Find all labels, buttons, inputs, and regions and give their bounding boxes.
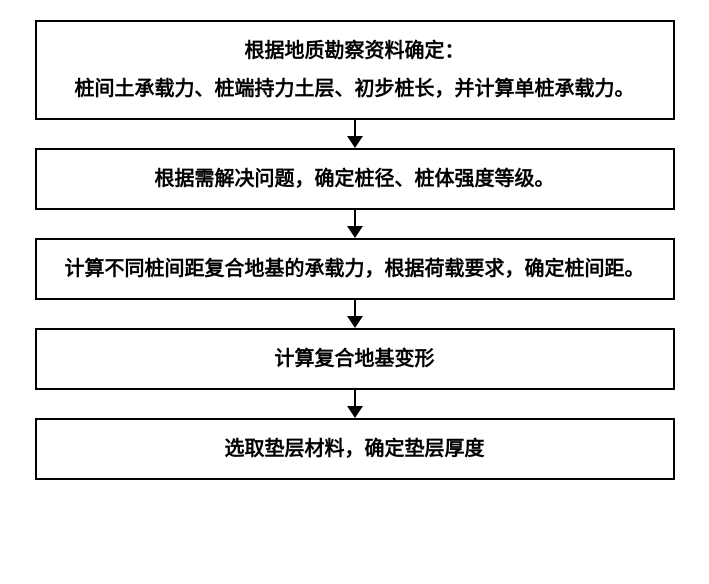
arrow-icon [347,120,363,148]
flowchart-node-step2: 根据需解决问题，确定桩径、桩体强度等级。 [35,148,675,210]
node-text-line: 根据需解决问题，确定桩径、桩体强度等级。 [53,160,657,198]
flowchart-node-step1: 根据地质勘察资料确定： 桩间土承载力、桩端持力土层、初步桩长，并计算单桩承载力。 [35,20,675,120]
node-text-line: 计算不同桩间距复合地基的承载力，根据荷载要求，确定桩间距。 [53,250,657,288]
node-text-line: 桩间土承载力、桩端持力土层、初步桩长，并计算单桩承载力。 [53,70,657,108]
flowchart-node-step3: 计算不同桩间距复合地基的承载力，根据荷载要求，确定桩间距。 [35,238,675,300]
node-text-line: 选取垫层材料，确定垫层厚度 [53,430,657,468]
arrow-icon [347,210,363,238]
node-text-line: 计算复合地基变形 [53,340,657,378]
flowchart-container: 根据地质勘察资料确定： 桩间土承载力、桩端持力土层、初步桩长，并计算单桩承载力。… [20,20,689,480]
arrow-icon [347,390,363,418]
flowchart-node-step4: 计算复合地基变形 [35,328,675,390]
node-text-line: 根据地质勘察资料确定： [53,32,657,70]
arrow-icon [347,300,363,328]
flowchart-node-step5: 选取垫层材料，确定垫层厚度 [35,418,675,480]
